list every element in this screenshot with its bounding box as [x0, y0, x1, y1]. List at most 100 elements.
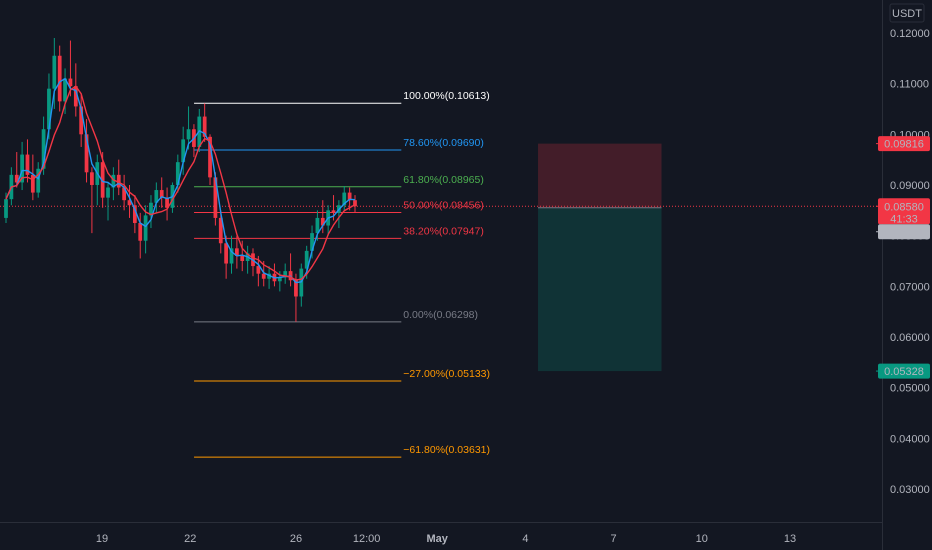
candle-body [213, 177, 218, 218]
candle-body [20, 154, 24, 183]
fib-level-label: 78.60%(0.09690) [403, 137, 484, 149]
candle-body [261, 273, 266, 279]
moving-average-line [5, 85, 356, 281]
candle-body [234, 248, 239, 256]
time-tick-label: 22 [184, 533, 196, 545]
time-tick-label: 12:00 [353, 533, 381, 545]
fib-level-label: 50.00%(0.08456) [403, 200, 484, 212]
candle-body [165, 197, 169, 208]
candle-body [315, 217, 320, 234]
candle-body [52, 55, 57, 89]
time-tick-label: 4 [522, 533, 528, 545]
candle-body [186, 129, 191, 140]
fibonacci-labels: 100.00%(0.10613) 78.60%(0.09690) 61.80%(0.… [403, 90, 490, 456]
candle-body [143, 215, 148, 241]
fibonacci-retracement[interactable] [194, 102, 402, 458]
fib-level-label: 61.80%(0.08965) [403, 174, 484, 186]
fib-level-label: −27.00%(0.05133) [403, 368, 490, 380]
price-tick-label: 0.06000 [890, 332, 930, 344]
candle-body [154, 190, 159, 203]
candle-body [111, 174, 116, 188]
candle-body [320, 217, 325, 226]
candle-body [240, 255, 245, 261]
candle-body [138, 222, 143, 241]
time-tick-label: 26 [290, 533, 302, 545]
candle-body [132, 205, 137, 223]
candle-body [30, 174, 35, 193]
price-badge [878, 224, 930, 240]
candle-body [181, 139, 186, 163]
candle-body [310, 233, 314, 251]
short-position-tool[interactable] [538, 143, 662, 372]
stop-loss-zone [538, 143, 662, 208]
candle-body [84, 134, 89, 173]
candle-body [208, 136, 212, 178]
time-tick-label: 7 [611, 533, 617, 545]
fib-level-label: 100.00%(0.10613) [403, 90, 489, 102]
price-badge-label: 0.05328 [884, 366, 924, 378]
price-tick-label: 0.04000 [890, 433, 930, 445]
candle-body [122, 187, 127, 201]
price-badge-label: 0.08580 [884, 201, 924, 213]
time-tick-label: 13 [784, 533, 796, 545]
candle-body [90, 172, 94, 185]
candle-body [331, 210, 336, 213]
candle-body [347, 192, 352, 201]
quote-currency-label: USDT [892, 8, 922, 20]
candle-body [47, 88, 51, 130]
candle-body [73, 86, 78, 107]
candle-body [218, 217, 223, 244]
candle-body [299, 268, 304, 297]
candle-body [294, 280, 298, 297]
fib-level-label: −61.80%(0.03631) [403, 444, 490, 456]
price-tick-label: 0.05000 [890, 383, 930, 395]
candle-body [36, 168, 41, 193]
candle-body [14, 174, 19, 183]
candle-body [25, 154, 30, 175]
time-tick-label: 19 [96, 533, 108, 545]
time-tick-label: May [426, 533, 448, 545]
time-axis[interactable]: 19 22 26 12:00 May 4 7 10 13 [96, 533, 796, 545]
candle-body [159, 190, 164, 198]
candle-body [256, 266, 261, 274]
price-badge [878, 363, 930, 379]
price-badge [878, 136, 930, 152]
candle-body [277, 277, 282, 282]
take-profit-zone [538, 207, 662, 372]
candle-body [63, 78, 67, 102]
price-badge-label: 0.09816 [884, 139, 924, 151]
price-badge-label: 0.08551 [884, 227, 924, 239]
price-tick-label: 0.03000 [890, 484, 930, 496]
candle-body [175, 162, 180, 185]
candle-body [41, 129, 46, 169]
quote-currency-box[interactable] [889, 3, 925, 23]
candle-body [342, 192, 347, 206]
fib-level-label: 38.20%(0.07947) [403, 225, 484, 237]
candle-body [224, 243, 229, 264]
candle-body [229, 248, 234, 264]
price-tick-label: 0.07000 [890, 281, 930, 293]
candle-body [68, 78, 73, 87]
moving-averages [5, 77, 356, 284]
fib-level-label: 0.00%(0.06298) [403, 309, 478, 321]
price-badge [878, 198, 930, 225]
bar-countdown-label: 41:33 [890, 213, 918, 225]
candle-body [116, 174, 121, 188]
candle-body [353, 200, 357, 207]
candle-body [267, 273, 271, 279]
price-tick-label: 0.12000 [890, 28, 930, 40]
price-axis[interactable]: USDT 0.120000.110000.100000.090000.08000… [889, 3, 930, 496]
candle-body [4, 199, 8, 218]
candle-body [149, 202, 153, 216]
candle-body [106, 187, 110, 198]
candle-body [127, 200, 132, 206]
price-tick-label: 0.11000 [890, 79, 929, 91]
candle-body [304, 250, 309, 269]
time-tick-label: 10 [696, 533, 708, 545]
candle-body [79, 106, 84, 135]
candle-body [57, 55, 62, 102]
